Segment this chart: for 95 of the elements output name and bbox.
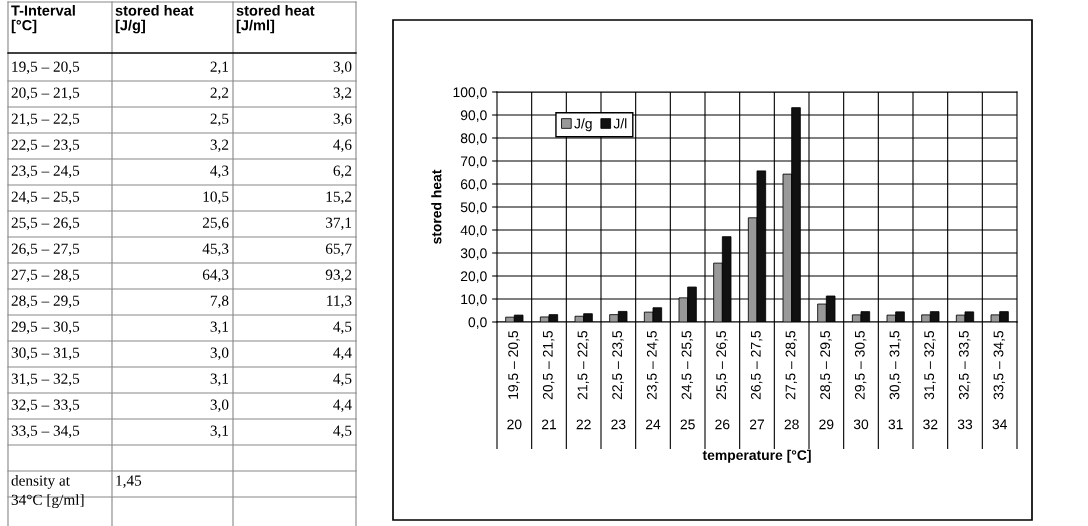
x2-tick-label: 22 (576, 419, 591, 430)
text: 4,4 (333, 399, 352, 413)
text: stored heat [J/ml] (236, 5, 315, 34)
x-tick-label: 26,5 – 27,5 (750, 330, 763, 400)
text: 25,6 (202, 217, 229, 231)
x-tick-label: 29,5 – 30,5 (854, 330, 867, 400)
text: 4,5 (333, 425, 352, 439)
y-tick-label: 60,0 (460, 179, 487, 191)
x2-tick-label: 24 (645, 419, 661, 430)
text: 4,6 (333, 139, 352, 153)
y-axis-title: stored heat (431, 169, 442, 244)
x2-tick-label: 25 (680, 419, 695, 430)
x2-tick-label: 28 (784, 419, 799, 430)
x-tick-label: 31,5 – 32,5 (924, 330, 936, 400)
x-tick-label: 25,5 – 26,5 (716, 330, 728, 400)
y-tick-label: 10,0 (461, 294, 487, 306)
text: 3,1 (210, 373, 229, 387)
text: 33,5 – 34,5 (11, 425, 80, 439)
text: 31,5 – 32,5 (11, 373, 80, 387)
text: 30,5 – 31,5 (11, 347, 80, 361)
text: 6,2 (333, 165, 352, 179)
x2-tick-label: 20 (507, 419, 522, 430)
text: 37,1 (325, 217, 352, 231)
x-tick-label: 22,5 – 23,5 (612, 330, 624, 400)
text: 3,1 (210, 425, 229, 439)
x-tick-label: 24,5 – 25,5 (681, 330, 694, 400)
y-tick-label: 70,0 (460, 156, 487, 168)
text: 3,0 (333, 61, 352, 75)
text: 15,2 (326, 191, 352, 205)
legend-label: J/g (574, 118, 592, 132)
text: 3,2 (333, 87, 352, 101)
text: 10,5 (203, 191, 229, 205)
text: 7,8 (210, 295, 229, 309)
text: 3,2 (210, 139, 229, 153)
text: 3,6 (333, 113, 352, 127)
text: 20,5 – 21,5 (11, 87, 80, 101)
text: 28,5 – 29,5 (11, 295, 80, 309)
text: 2,2 (210, 87, 229, 101)
y-tick-label: 90,0 (460, 110, 487, 122)
text: density at 34°C [g/ml] (11, 475, 84, 509)
x2-tick-label: 23 (611, 419, 626, 430)
x-tick-label: 32,5 – 33,5 (958, 330, 971, 400)
x2-tick-label: 30 (853, 419, 869, 430)
text: 3,0 (210, 399, 229, 413)
text: 64,3 (202, 269, 229, 283)
text: 29,5 – 30,5 (11, 321, 80, 335)
x-tick-label: 23,5 – 24,5 (646, 330, 659, 400)
x-tick-label: 28,5 – 29,5 (820, 330, 832, 400)
text: 4,5 (333, 321, 352, 335)
text: 2,5 (210, 113, 229, 127)
x2-tick-label: 31 (888, 419, 903, 430)
text: 19,5 – 20,5 (12, 61, 80, 75)
y-tick-label: 50,0 (460, 202, 487, 214)
y-tick-label: 100,0 (453, 87, 487, 99)
text: 25,5 – 26,5 (11, 217, 80, 231)
text: 3,0 (210, 347, 229, 361)
text: stored heat [J/g] (115, 5, 194, 34)
text: 1,45 (116, 475, 142, 488)
x2-tick-label: 27 (749, 419, 765, 430)
x-tick-label: 30,5 – 31,5 (889, 330, 902, 400)
y-tick-label: 40,0 (460, 225, 487, 237)
text: 93,2 (325, 269, 352, 283)
x2-tick-label: 26 (715, 419, 730, 430)
text: 26,5 – 27,5 (11, 243, 80, 257)
x2-tick-label: 34 (992, 419, 1007, 430)
text: 27,5 – 28,5 (11, 269, 80, 283)
x-tick-label: 33,5 – 34,5 (993, 330, 1006, 400)
x-axis-title: temperature [°C] (702, 449, 811, 463)
x2-tick-label: 29 (819, 419, 834, 430)
text: T-Interval [°C] (11, 5, 75, 34)
text: 24,5 – 25,5 (11, 191, 80, 205)
y-tick-label: 80,0 (460, 133, 487, 145)
y-tick-label: 20,0 (460, 271, 487, 283)
y-tick-label: 0,0 (468, 317, 487, 329)
legend-label: J/l (613, 118, 627, 129)
x-tick-label: 20,5 – 21,5 (542, 330, 555, 400)
x-tick-label: 27,5 – 28,5 (785, 330, 798, 400)
text: 45,3 (202, 243, 229, 257)
text: 11,3 (327, 295, 352, 309)
text: 22,5 – 23,5 (11, 139, 80, 153)
text: 23,5 – 24,5 (11, 165, 80, 179)
x2-tick-label: 21 (541, 419, 557, 430)
x2-tick-label: 33 (957, 419, 973, 430)
text: 4,3 (210, 165, 229, 179)
text: 2,1 (210, 61, 229, 75)
y-tick-label: 30,0 (460, 248, 487, 260)
x-tick-label: 21,5 – 22,5 (577, 330, 590, 400)
x-tick-label: 19,5 – 20,5 (508, 330, 520, 399)
text: 21,5 – 22,5 (11, 113, 80, 127)
text: 4,5 (333, 373, 352, 387)
text: 3,1 (210, 321, 229, 335)
text: 4,4 (333, 347, 352, 361)
text: 65,7 (325, 243, 352, 257)
text: 32,5 – 33,5 (11, 399, 80, 413)
x2-tick-label: 32 (923, 419, 938, 430)
